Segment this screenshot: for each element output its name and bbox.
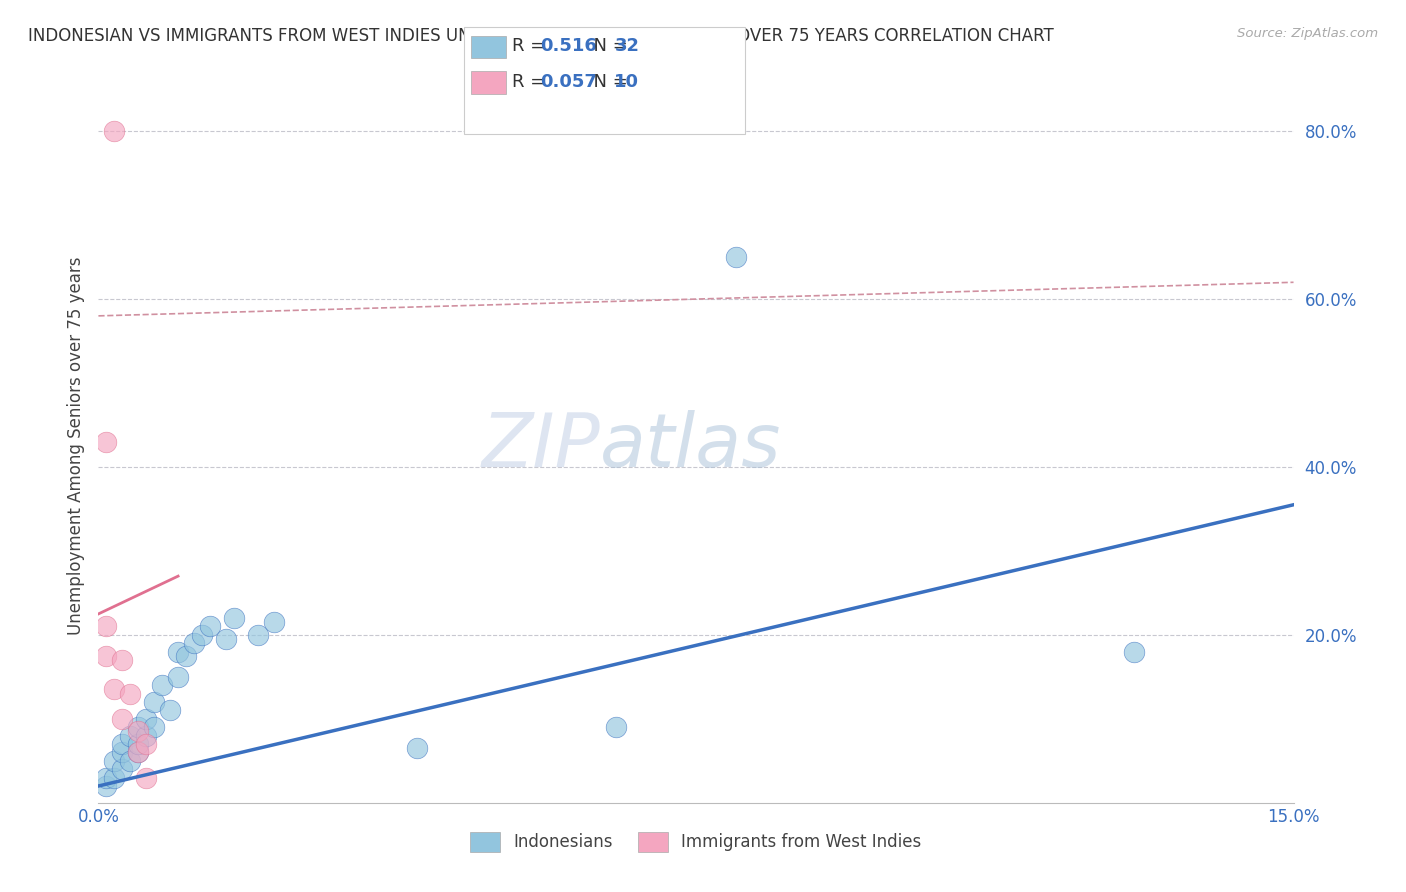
Point (406, 741, 429, 756)
Point (222, 611, 245, 625)
Point (111, 746, 134, 760)
Point (135, 737, 157, 751)
Point (183, 636, 205, 650)
Point (167, 645, 190, 659)
Text: 10: 10 (614, 73, 640, 91)
Point (135, 712, 157, 726)
Text: atlas: atlas (600, 410, 782, 482)
Point (96, 771, 118, 785)
Text: N =: N = (582, 73, 634, 91)
Point (111, 737, 134, 751)
Point (96, 648, 118, 663)
Text: INDONESIAN VS IMMIGRANTS FROM WEST INDIES UNEMPLOYMENT AMONG SENIORS OVER 75 YEA: INDONESIAN VS IMMIGRANTS FROM WEST INDIE… (28, 27, 1054, 45)
Point (198, 619, 221, 633)
Point (127, 720, 149, 734)
Point (191, 628, 214, 642)
Point (111, 712, 134, 726)
Point (103, 754, 125, 768)
Point (167, 670, 190, 684)
Point (127, 746, 149, 760)
Point (143, 695, 166, 709)
Point (605, 720, 627, 734)
Point (111, 653, 134, 667)
Point (246, 628, 269, 642)
Point (215, 632, 238, 646)
Point (103, 124, 125, 138)
Y-axis label: Unemployment Among Seniors over 75 years: Unemployment Among Seniors over 75 years (66, 257, 84, 635)
Point (135, 771, 157, 785)
Point (111, 762, 134, 776)
Point (174, 648, 197, 663)
Point (96, 434, 118, 449)
Point (127, 724, 149, 739)
Text: 0.516: 0.516 (540, 37, 596, 55)
Point (127, 746, 149, 760)
Point (96, 619, 118, 633)
Point (127, 737, 149, 751)
Point (120, 687, 142, 701)
Text: 32: 32 (614, 37, 640, 55)
Text: R =: R = (512, 73, 551, 91)
Text: N =: N = (582, 37, 634, 55)
Text: R =: R = (512, 37, 551, 55)
Point (1123, 645, 1146, 659)
Legend: Indonesians, Immigrants from West Indies: Indonesians, Immigrants from West Indies (464, 825, 928, 859)
Text: Source: ZipAtlas.com: Source: ZipAtlas.com (1237, 27, 1378, 40)
Point (103, 682, 125, 697)
Point (150, 678, 173, 692)
Text: 0.057: 0.057 (540, 73, 596, 91)
Text: ZIP: ZIP (482, 410, 600, 482)
Point (135, 729, 157, 743)
Point (96, 779, 118, 793)
Point (263, 615, 285, 630)
Point (724, 250, 747, 264)
Point (120, 754, 142, 768)
Point (143, 720, 166, 734)
Point (159, 703, 181, 717)
Point (120, 729, 142, 743)
Point (103, 771, 125, 785)
